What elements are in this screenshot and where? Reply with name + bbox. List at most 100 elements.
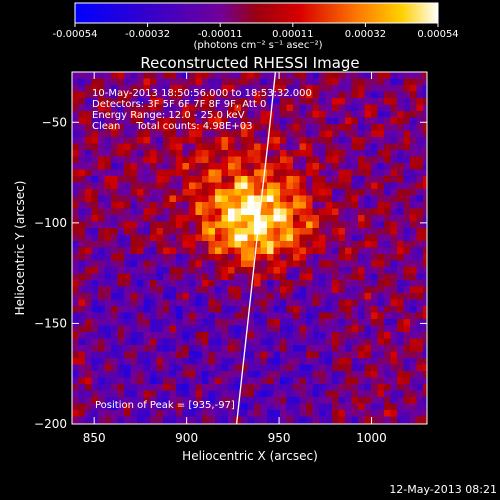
heatmap-cell [150, 163, 157, 170]
heatmap-cell [156, 332, 164, 339]
heatmap-cell [156, 228, 164, 235]
heatmap-cell [195, 124, 203, 131]
heatmap-cell [163, 130, 170, 138]
heatmap-cell [169, 137, 177, 144]
heatmap-cell [260, 247, 268, 255]
heatmap-cell [260, 286, 268, 294]
heatmap-cell [208, 416, 216, 424]
heatmap-cell [306, 312, 313, 320]
heatmap-cell [364, 345, 372, 352]
heatmap-cell [169, 384, 177, 391]
heatmap-cell [78, 332, 86, 339]
heatmap-cell [397, 377, 404, 385]
heatmap-cell [371, 156, 378, 164]
heatmap-cell [221, 416, 229, 424]
heatmap-cell [254, 182, 261, 190]
heatmap-cell [273, 319, 281, 326]
heatmap-cell [241, 117, 248, 125]
heatmap-cell [98, 345, 105, 352]
heatmap-cell [208, 351, 216, 359]
colorbar-tick-label: 0.00032 [345, 29, 386, 40]
heatmap-cell [143, 78, 151, 86]
heatmap-cell [377, 143, 385, 151]
heatmap-cell [293, 156, 300, 164]
heatmap-cell [416, 319, 424, 326]
heatmap-cell [403, 416, 411, 424]
heatmap-cell [221, 351, 229, 359]
heatmap-cell [137, 221, 144, 229]
heatmap-cell [208, 215, 216, 222]
heatmap-cell [85, 410, 92, 417]
heatmap-cell [371, 215, 378, 222]
heatmap-cell [358, 247, 365, 255]
heatmap-cell [176, 85, 183, 92]
heatmap-cell [260, 215, 268, 222]
heatmap-cell [91, 286, 99, 294]
heatmap-cell [410, 163, 417, 170]
heatmap-cell [416, 371, 424, 378]
heatmap-cell [410, 130, 417, 138]
heatmap-cell [182, 137, 190, 144]
heatmap-cell [293, 195, 300, 203]
heatmap-cell [358, 377, 365, 385]
heatmap-cell [403, 410, 411, 417]
heatmap-cell [358, 364, 365, 372]
heatmap-cell [98, 117, 105, 125]
heatmap-cell [208, 163, 216, 170]
heatmap-cell [124, 130, 131, 138]
heatmap-cell [325, 104, 333, 112]
heatmap-cell [228, 364, 235, 372]
heatmap-cell [254, 91, 261, 99]
heatmap-cell [319, 332, 326, 339]
annotation-clean-counts: Clean Total counts: 4.98E+03 [92, 121, 252, 132]
heatmap-cell [189, 254, 196, 261]
heatmap-cell [85, 202, 92, 209]
heatmap-cell [241, 195, 248, 203]
heatmap-cell [215, 85, 222, 92]
heatmap-cell [202, 215, 209, 222]
heatmap-cell [286, 228, 294, 235]
heatmap-cell [202, 397, 209, 404]
heatmap-cell [351, 208, 359, 216]
heatmap-cell [91, 72, 99, 79]
heatmap-cell [241, 78, 248, 86]
heatmap-cell [358, 104, 365, 112]
heatmap-cell [293, 260, 300, 268]
heatmap-cell [195, 371, 203, 378]
heatmap-cell [241, 98, 248, 105]
heatmap-cell [137, 312, 144, 320]
heatmap-cell [215, 332, 222, 339]
heatmap-cell [228, 169, 235, 177]
heatmap-cell [312, 195, 320, 203]
heatmap-cell [130, 228, 138, 235]
heatmap-cell [150, 325, 157, 333]
heatmap-cell [286, 104, 294, 112]
heatmap-cell [156, 234, 164, 242]
heatmap-cell [130, 410, 138, 417]
heatmap-cell [221, 384, 229, 391]
heatmap-cell [410, 410, 417, 417]
heatmap-cell [241, 208, 248, 216]
heatmap-cell [228, 293, 235, 300]
heatmap-cell [130, 182, 138, 190]
heatmap-cell [117, 390, 125, 398]
heatmap-cell [325, 117, 333, 125]
heatmap-cell [202, 78, 209, 86]
heatmap-cell [91, 319, 99, 326]
heatmap-cell [403, 267, 411, 274]
heatmap-cell [234, 267, 242, 274]
heatmap-cell [124, 208, 131, 216]
heatmap-cell [130, 169, 138, 177]
heatmap-cell [319, 72, 326, 79]
heatmap-cell [247, 299, 255, 307]
heatmap-cell [325, 384, 333, 391]
heatmap-cell [228, 104, 235, 112]
heatmap-cell [403, 202, 411, 209]
heatmap-cell [332, 416, 339, 424]
heatmap-cell [364, 176, 372, 183]
heatmap-cell [416, 312, 424, 320]
heatmap-cell [306, 397, 313, 404]
heatmap-cell [163, 241, 170, 248]
heatmap-cell [319, 91, 326, 99]
heatmap-cell [416, 325, 424, 333]
